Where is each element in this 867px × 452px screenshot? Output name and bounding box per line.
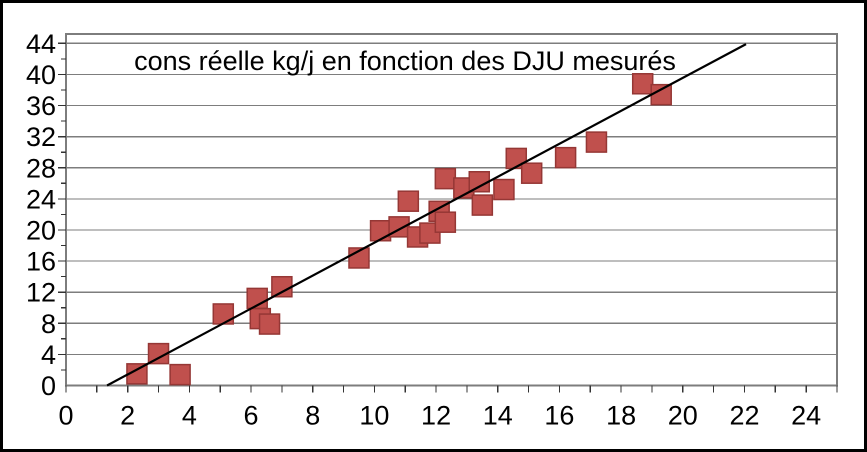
data-point-marker bbox=[397, 190, 420, 212]
x-axis-label-16: 16 bbox=[544, 401, 574, 431]
data-point-marker bbox=[434, 167, 457, 190]
trendline bbox=[106, 43, 747, 387]
x-axis-label-22: 22 bbox=[729, 401, 759, 431]
y-axis-label-8: 8 bbox=[41, 309, 56, 339]
data-point-marker bbox=[554, 146, 577, 169]
chart-title: cons réelle kg/j en fonction des DJU mes… bbox=[134, 46, 676, 76]
data-point-marker bbox=[650, 83, 672, 106]
x-axis-label-8: 8 bbox=[305, 401, 320, 431]
plot-area-border bbox=[65, 33, 838, 387]
data-point-marker bbox=[493, 178, 515, 201]
y-axis-label-36: 36 bbox=[26, 91, 56, 121]
data-point-marker bbox=[520, 162, 543, 184]
y-axis-label-40: 40 bbox=[26, 60, 56, 90]
trendline-layer bbox=[106, 43, 747, 387]
gridlines-layer bbox=[65, 33, 838, 387]
x-axis-label-10: 10 bbox=[359, 401, 389, 431]
data-point-marker bbox=[585, 131, 608, 153]
data-point-marker bbox=[631, 73, 654, 95]
y-axis-label-28: 28 bbox=[26, 153, 56, 183]
data-point-marker bbox=[369, 219, 392, 242]
x-axis-label-6: 6 bbox=[244, 401, 259, 431]
data-point-marker bbox=[434, 211, 457, 233]
axis-ticks-layer bbox=[58, 42, 838, 393]
x-axis-label-0: 0 bbox=[58, 401, 73, 431]
y-axis-label-12: 12 bbox=[26, 278, 56, 308]
data-point-marker bbox=[169, 363, 191, 386]
x-axis-label-2: 2 bbox=[120, 401, 135, 431]
y-axis-label-44: 44 bbox=[26, 29, 56, 59]
data-point-marker bbox=[258, 313, 281, 335]
y-axis-label-0: 0 bbox=[41, 371, 56, 401]
x-axis-label-20: 20 bbox=[668, 401, 698, 431]
x-axis-label-12: 12 bbox=[421, 401, 451, 431]
y-axis-label-24: 24 bbox=[26, 184, 56, 214]
data-point-marker bbox=[212, 303, 235, 325]
y-axis-label-20: 20 bbox=[26, 215, 56, 245]
data-point-marker bbox=[271, 275, 293, 298]
y-axis-label-32: 32 bbox=[26, 122, 56, 152]
data-point-marker bbox=[471, 194, 494, 216]
x-axis-label-18: 18 bbox=[606, 401, 636, 431]
x-axis-label-24: 24 bbox=[791, 401, 821, 431]
x-axis-label-4: 4 bbox=[182, 401, 197, 431]
y-axis-label-4: 4 bbox=[41, 340, 56, 370]
x-axis-label-14: 14 bbox=[483, 401, 513, 431]
y-axis-label-16: 16 bbox=[26, 247, 56, 277]
